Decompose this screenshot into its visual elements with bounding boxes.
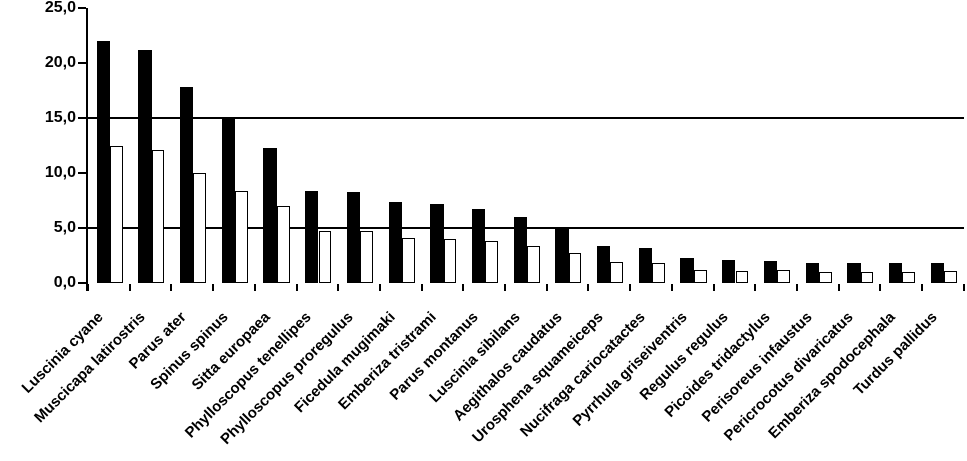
y-axis-tick-label: 15,0 (44, 109, 76, 126)
x-axis-tick (921, 284, 923, 291)
bar-black-11 (513, 217, 527, 283)
x-axis-tick (462, 284, 465, 291)
y-axis-tick-label: 25,0 (44, 0, 76, 16)
x-axis-tick (295, 284, 298, 291)
bar-black-3 (180, 87, 194, 283)
bar-white-15 (693, 269, 707, 283)
x-axis-tick (670, 284, 673, 291)
y-axis-tick-label: 10,0 (44, 164, 76, 181)
x-axis-tick (87, 284, 89, 291)
bar-white-12 (568, 253, 582, 283)
x-axis-tick (253, 284, 256, 291)
y-axis-tick (78, 62, 86, 64)
bar-black-2 (138, 49, 152, 283)
bar-black-21 (930, 263, 944, 283)
bar-black-9 (430, 203, 444, 283)
x-axis-tick (212, 284, 215, 291)
x-axis-tick (837, 284, 840, 291)
bar-black-6 (305, 190, 319, 283)
bar-white-2 (151, 149, 165, 283)
bar-black-19 (847, 263, 861, 283)
y-axis-tick (78, 172, 86, 174)
bar-black-1 (96, 41, 110, 283)
bar-black-12 (555, 228, 569, 283)
bar-white-14 (652, 263, 665, 283)
y-axis-line (86, 8, 88, 291)
y-axis-tick (78, 117, 86, 119)
bar-white-8 (401, 237, 415, 283)
bar-black-13 (597, 245, 611, 283)
bar-white-5 (276, 206, 290, 283)
x-axis-tick (545, 284, 548, 291)
y-axis-tick (78, 282, 86, 284)
x-axis-tick (378, 284, 381, 291)
x-axis-tick (420, 284, 423, 291)
y-axis-tick-label: 5,0 (53, 219, 76, 236)
bar-white-13 (610, 262, 624, 283)
y-axis-tick-label: 20,0 (44, 54, 76, 71)
bar-white-21 (944, 270, 957, 283)
bar-black-17 (763, 261, 778, 283)
bar-black-20 (888, 263, 903, 283)
bar-white-17 (777, 269, 790, 283)
x-axis-tick (962, 284, 965, 291)
x-axis-tick (128, 284, 131, 291)
bar-white-3 (193, 173, 207, 283)
bar-black-15 (680, 257, 694, 283)
bar-white-19 (860, 272, 874, 283)
bar-white-20 (902, 272, 916, 283)
bar-black-18 (805, 263, 819, 283)
bar-white-7 (360, 231, 373, 283)
bar-white-9 (443, 239, 457, 283)
y-axis-tick (78, 227, 86, 229)
bar-white-6 (318, 231, 332, 283)
x-axis-tick (795, 284, 798, 291)
bar-white-16 (735, 270, 749, 283)
y-axis-tick (78, 7, 86, 9)
x-axis-tick (754, 284, 757, 291)
bar-white-4 (235, 190, 248, 283)
bar-white-11 (527, 245, 540, 283)
bar-black-5 (263, 147, 277, 283)
bar-black-8 (388, 201, 402, 283)
bar-black-10 (471, 209, 486, 283)
x-axis-tick (170, 284, 173, 291)
bar-black-4 (221, 118, 236, 283)
x-axis-tick (587, 284, 590, 291)
bar-black-16 (722, 259, 736, 283)
y-axis-tick-label: 0,0 (53, 274, 76, 291)
bar-white-1 (110, 145, 123, 283)
bar-white-18 (818, 272, 832, 283)
x-axis-tick (629, 284, 632, 291)
bar-white-10 (485, 241, 499, 283)
x-axis-tick (712, 284, 715, 291)
bar-black-14 (638, 247, 653, 283)
gridline-15 (88, 117, 964, 119)
bar-black-7 (346, 191, 361, 283)
x-axis-tick (879, 284, 882, 291)
x-axis-tick (337, 284, 340, 291)
x-axis-tick (504, 284, 506, 291)
